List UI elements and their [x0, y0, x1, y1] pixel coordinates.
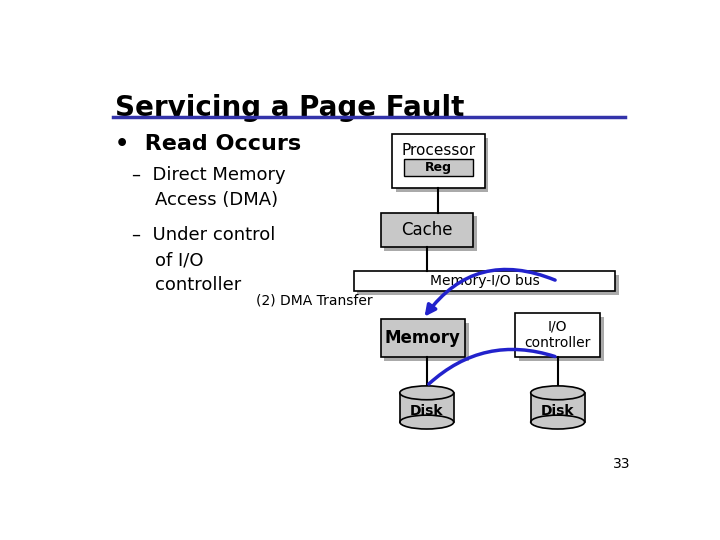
Text: •  Read Occurs: • Read Occurs	[115, 134, 301, 154]
FancyBboxPatch shape	[354, 271, 616, 291]
FancyBboxPatch shape	[519, 316, 604, 361]
FancyBboxPatch shape	[392, 134, 485, 188]
FancyBboxPatch shape	[516, 313, 600, 357]
Text: Servicing a Page Fault: Servicing a Page Fault	[115, 94, 464, 122]
Text: Disk: Disk	[410, 403, 444, 417]
FancyBboxPatch shape	[384, 217, 477, 251]
Text: Processor: Processor	[401, 143, 475, 158]
FancyBboxPatch shape	[384, 323, 469, 361]
FancyBboxPatch shape	[381, 319, 465, 357]
Text: Memory: Memory	[385, 329, 461, 347]
Text: (2) DMA Transfer: (2) DMA Transfer	[256, 293, 373, 307]
Text: Disk: Disk	[541, 403, 575, 417]
FancyArrowPatch shape	[427, 269, 555, 314]
FancyBboxPatch shape	[381, 213, 473, 247]
Ellipse shape	[400, 386, 454, 400]
Ellipse shape	[531, 415, 585, 429]
Text: I/O
controller: I/O controller	[524, 320, 591, 350]
Text: Reg: Reg	[425, 161, 452, 174]
Polygon shape	[400, 393, 454, 422]
Ellipse shape	[531, 386, 585, 400]
Ellipse shape	[400, 415, 454, 429]
Text: –  Direct Memory
    Access (DMA): – Direct Memory Access (DMA)	[132, 166, 285, 210]
Polygon shape	[531, 393, 585, 422]
Text: –  Under control
    of I/O
    controller: – Under control of I/O controller	[132, 226, 275, 294]
Text: 33: 33	[613, 457, 631, 471]
Text: Cache: Cache	[401, 221, 452, 239]
FancyBboxPatch shape	[396, 138, 488, 192]
FancyArrowPatch shape	[429, 349, 555, 384]
Text: Memory-I/O bus: Memory-I/O bus	[430, 274, 539, 288]
FancyBboxPatch shape	[357, 275, 619, 295]
FancyBboxPatch shape	[404, 159, 473, 176]
